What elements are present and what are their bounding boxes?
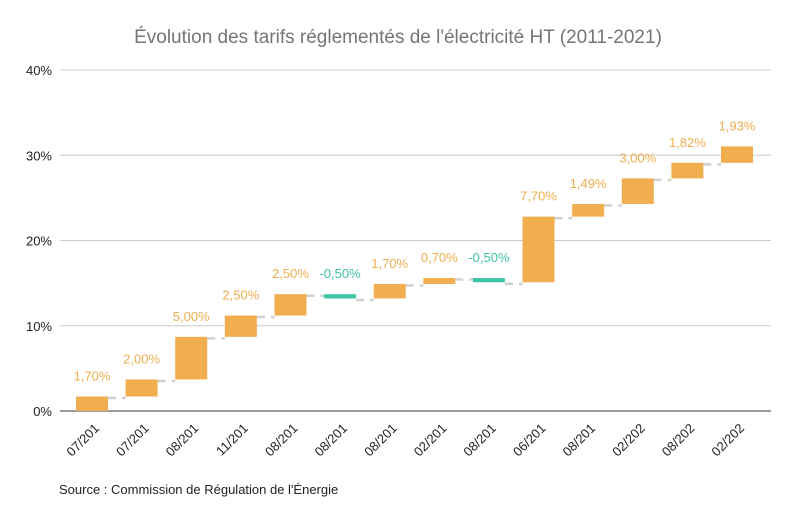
- bar: [274, 294, 307, 316]
- data-label: 5,00%: [173, 309, 210, 324]
- data-label: 1,70%: [371, 256, 408, 271]
- x-tick-label: 08/201: [460, 421, 499, 460]
- data-label: 7,70%: [520, 189, 557, 204]
- bar: [373, 283, 406, 299]
- x-tick-label: 08/201: [311, 421, 350, 460]
- data-label: -0,50%: [319, 266, 361, 281]
- data-label: -0,50%: [468, 250, 510, 265]
- data-label: 3,00%: [619, 150, 656, 165]
- data-label: 2,50%: [272, 266, 309, 281]
- bar: [572, 203, 605, 217]
- x-tick-label: 08/201: [262, 421, 301, 460]
- x-tick-label: 02/202: [609, 421, 648, 460]
- y-tick-label: 30%: [26, 148, 52, 163]
- bar: [324, 294, 357, 299]
- bar: [125, 379, 158, 397]
- bar: [671, 162, 704, 179]
- data-label: 1,93%: [719, 118, 756, 133]
- bar: [224, 315, 257, 337]
- x-tick-label: 11/201: [213, 421, 251, 459]
- x-tick-label: 08/201: [560, 421, 599, 460]
- y-tick-label: 0%: [33, 404, 52, 419]
- y-tick-label: 40%: [26, 63, 52, 78]
- x-tick-label: 08/202: [659, 421, 698, 460]
- x-tick-label: 02/201: [411, 421, 450, 460]
- bar: [175, 336, 208, 380]
- y-tick-label: 10%: [26, 319, 52, 334]
- x-tick-label: 08/201: [163, 421, 202, 460]
- bar: [522, 216, 555, 283]
- x-tick-label: 07/201: [63, 421, 102, 460]
- data-label: 1,82%: [669, 135, 706, 150]
- data-label: 1,70%: [74, 369, 111, 384]
- chart-title: Évolution des tarifs réglementés de l'él…: [134, 27, 662, 48]
- y-tick-label: 20%: [26, 234, 52, 249]
- bar: [721, 146, 753, 163]
- data-label: 2,50%: [222, 288, 259, 303]
- data-label: 1,49%: [570, 176, 607, 191]
- x-tick-label: 08/201: [361, 421, 400, 460]
- bar: [423, 278, 456, 284]
- bar: [76, 396, 108, 411]
- data-label: 0,70%: [421, 250, 458, 265]
- x-tick-label: 02/202: [708, 421, 747, 460]
- x-tick-label: 06/201: [510, 421, 549, 460]
- bar: [621, 178, 654, 204]
- source-note: Source : Commission de Régulation de l'É…: [59, 482, 339, 497]
- bar: [472, 278, 505, 283]
- x-tick-label: 07/201: [113, 421, 152, 460]
- data-label: 2,00%: [123, 351, 160, 366]
